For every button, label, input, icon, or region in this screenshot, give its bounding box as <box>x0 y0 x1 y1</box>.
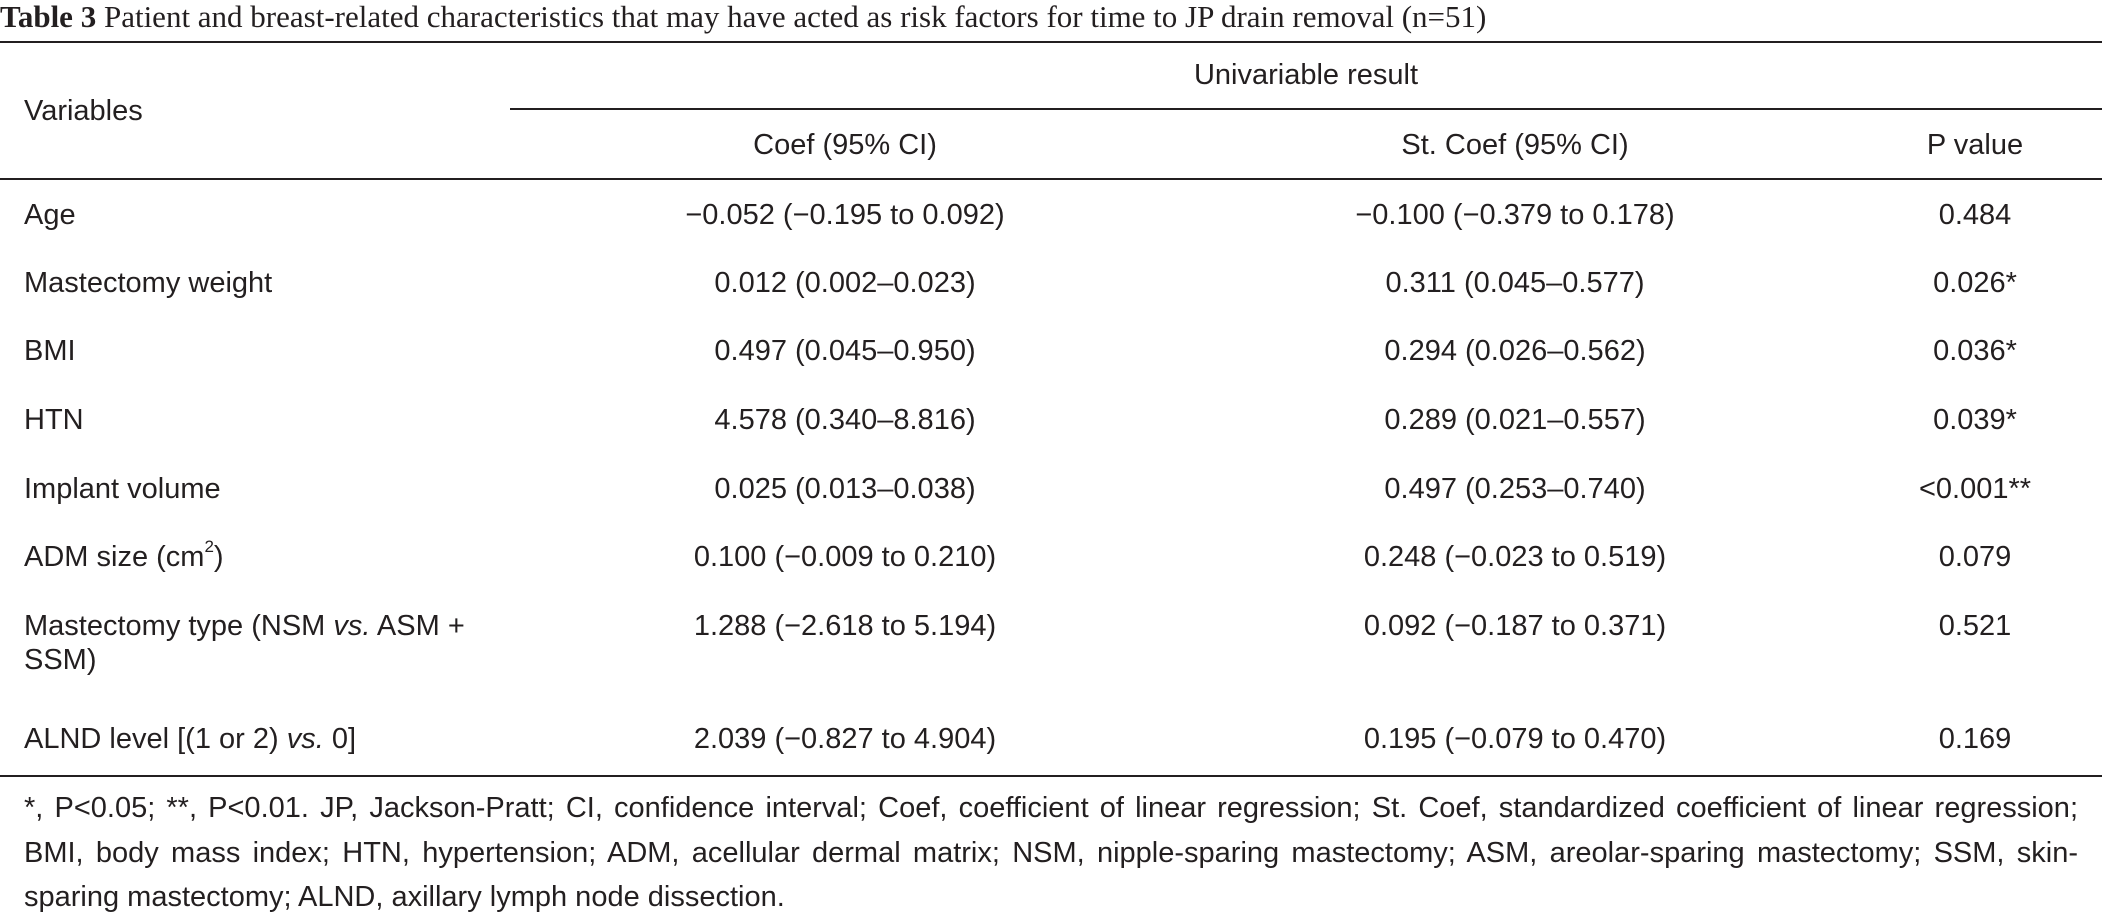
row-mastectomy-type-st-coef: 0.092 (−0.187 to 0.371) <box>1363 610 1667 642</box>
row-implant-volume-variable: Implant volume <box>24 473 221 505</box>
row-mastectomy-type-coef: 1.288 (−2.618 to 5.194) <box>693 610 997 642</box>
table-label: Table 3 <box>0 0 97 34</box>
row-htn-coef: 4.578 (0.340–8.816) <box>714 404 976 436</box>
table-footnote: *, P<0.05; **, P<0.01. JP, Jackson-Pratt… <box>24 792 2078 913</box>
row-mastectomy-weight-st-coef: 0.311 (0.045–0.577) <box>1385 267 1645 299</box>
top-rule <box>0 41 2102 43</box>
row-implant-volume-st-coef: 0.497 (0.253–0.740) <box>1384 473 1646 505</box>
row-implant-volume-p: <0.001** <box>1918 473 2032 505</box>
superscript-two: 2 <box>204 537 214 557</box>
row-age-st-coef: −0.100 (−0.379 to 0.178) <box>1355 199 1675 231</box>
row-bmi-variable: BMI <box>24 335 76 367</box>
row-htn-variable: HTN <box>24 404 84 436</box>
row-bmi-p: 0.036* <box>1933 335 2017 367</box>
header-coef: Coef (95% CI) <box>753 129 937 161</box>
header-rule <box>0 178 2102 180</box>
bottom-rule <box>0 775 2102 777</box>
row-mastectomy-type-p: 0.521 <box>1938 610 2012 642</box>
row-adm-size-variable: ADM size (cm2) <box>24 537 224 573</box>
row-alnd-level-coef: 2.039 (−0.827 to 4.904) <box>693 723 997 755</box>
row-alnd-level-st-coef: 0.195 (−0.079 to 0.470) <box>1363 723 1667 755</box>
table-caption: Table 3 Patient and breast-related chara… <box>0 0 2102 40</box>
header-univariable-result: Univariable result <box>1193 59 1419 91</box>
row-implant-volume-coef: 0.025 (0.013–0.038) <box>714 473 976 505</box>
row-alnd-level-variable: ALND level [(1 or 2) vs. 0] <box>24 723 357 755</box>
header-st-coef: St. Coef (95% CI) <box>1401 129 1629 161</box>
row-adm-size-st-coef: 0.248 (−0.023 to 0.519) <box>1363 541 1667 573</box>
row-age-variable: Age <box>24 199 76 231</box>
row-adm-size-coef: 0.100 (−0.009 to 0.210) <box>693 541 997 573</box>
row-adm-size-p: 0.079 <box>1938 541 2012 573</box>
row-alnd-level-p: 0.169 <box>1938 723 2012 755</box>
row-htn-st-coef: 0.289 (0.021–0.557) <box>1384 404 1646 436</box>
row-bmi-st-coef: 0.294 (0.026–0.562) <box>1384 335 1646 367</box>
row-mastectomy-weight-variable: Mastectomy weight <box>24 267 273 299</box>
header-variables: Variables <box>24 95 143 127</box>
row-bmi-coef: 0.497 (0.045–0.950) <box>714 335 976 367</box>
row-mastectomy-type-variable: Mastectomy type (NSM vs. ASM + SSM) <box>24 610 465 676</box>
header-p-value: P value <box>1926 129 2024 161</box>
table-title: Patient and breast-related characteristi… <box>96 0 1487 34</box>
group-header-rule <box>510 108 2102 110</box>
row-htn-p: 0.039* <box>1933 404 2017 436</box>
row-mastectomy-weight-coef: 0.012 (0.002–0.023) <box>714 267 976 299</box>
row-mastectomy-weight-p: 0.026* <box>1933 267 2017 299</box>
row-age-p: 0.484 <box>1938 199 2012 231</box>
row-age-coef: −0.052 (−0.195 to 0.092) <box>685 199 1005 231</box>
